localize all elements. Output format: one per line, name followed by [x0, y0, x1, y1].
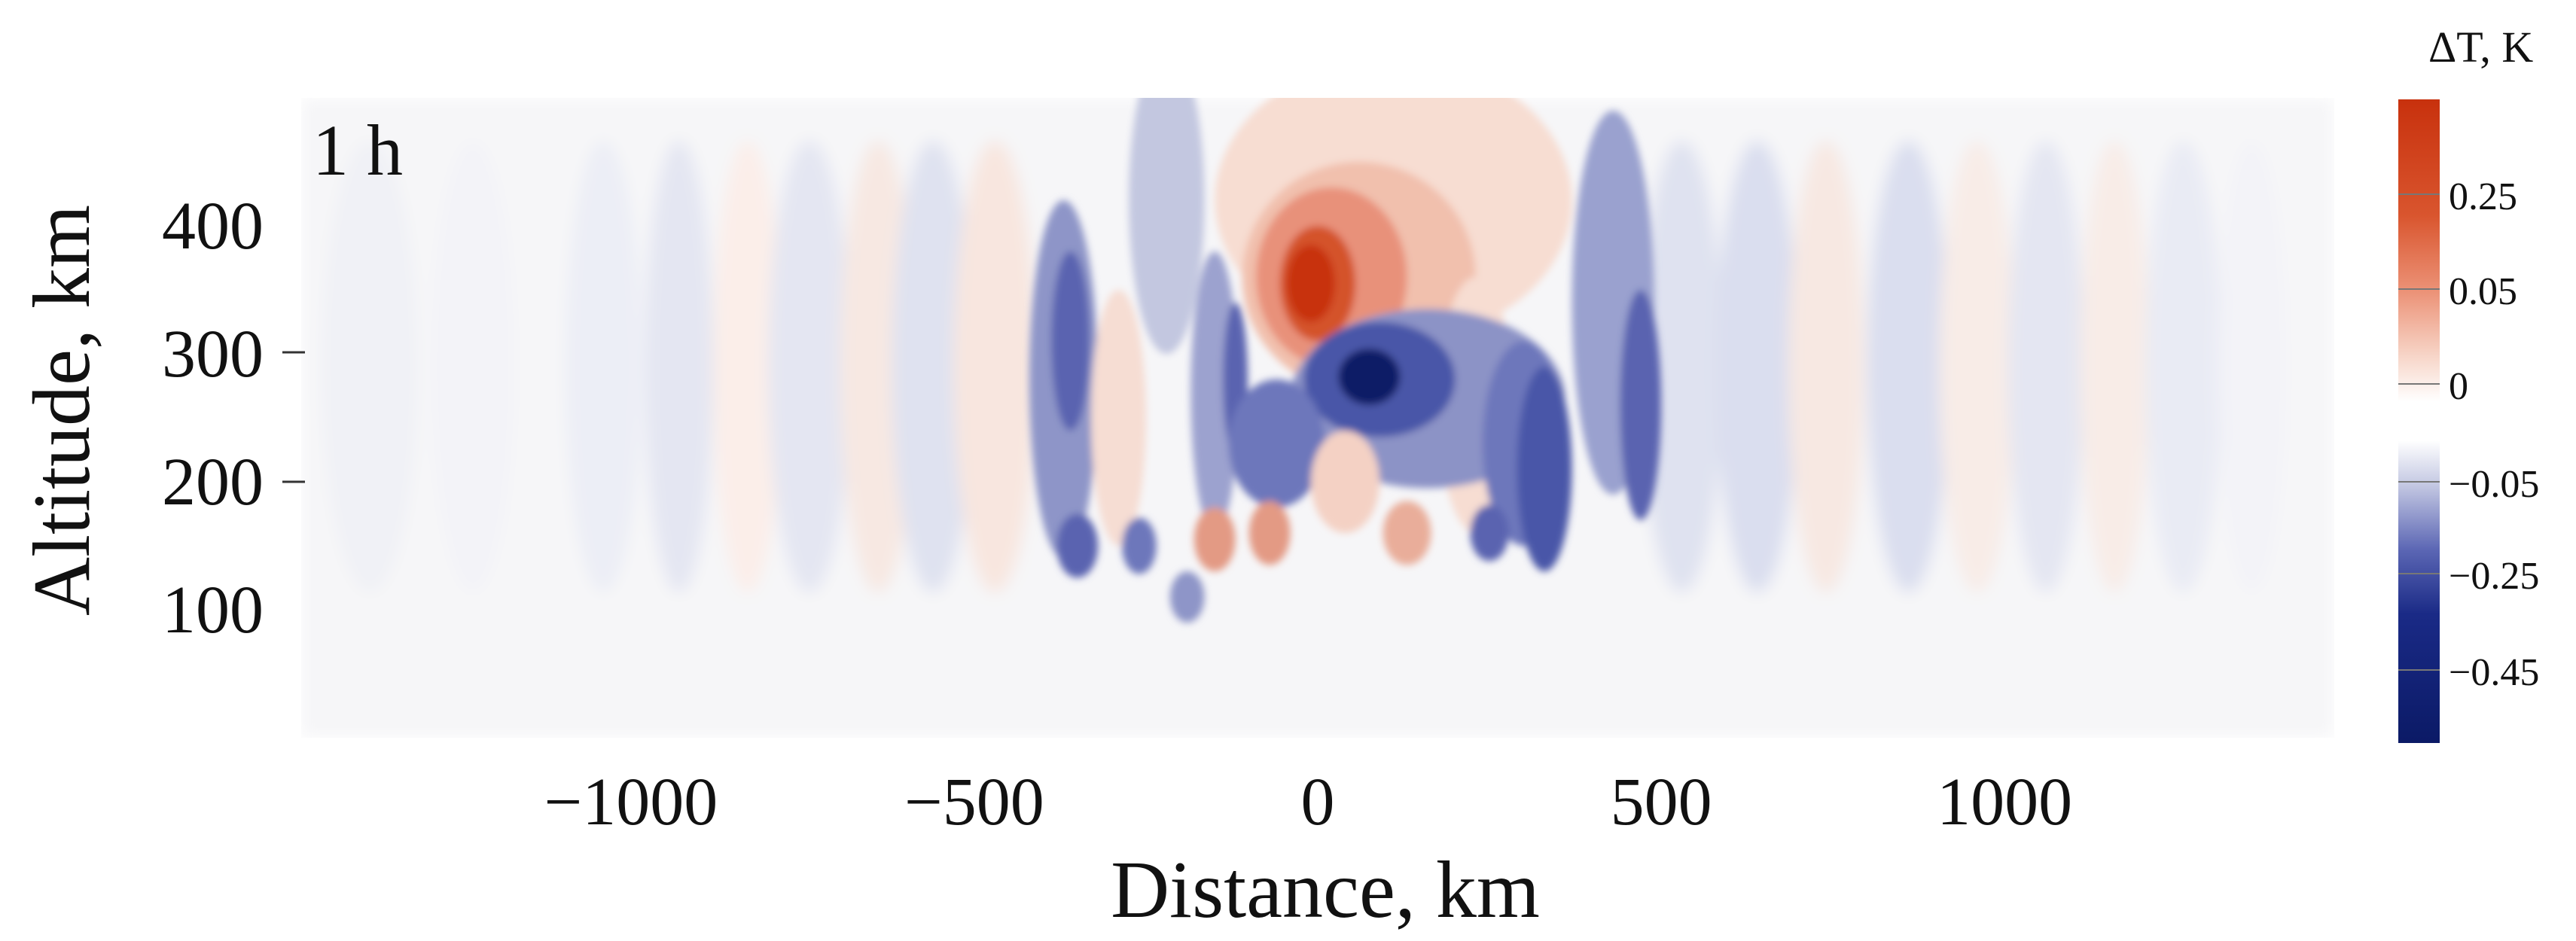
field-contour — [1090, 290, 1146, 546]
field-contour — [1190, 251, 1239, 533]
wave-stripe — [768, 141, 851, 592]
wave-stripe — [1716, 141, 1799, 592]
x-tick-label: 1000 — [1937, 765, 2072, 839]
field-contour — [1286, 245, 1335, 322]
field-contour — [1056, 513, 1099, 578]
x-tick-label: −1000 — [544, 765, 718, 839]
colorbar-tick-label: 0.05 — [2449, 270, 2517, 313]
wave-stripe — [431, 141, 514, 592]
wave-stripe — [322, 141, 419, 592]
field-contour — [1122, 517, 1157, 574]
y-tick-labels: 100 200 300 400 — [162, 189, 264, 647]
wave-stripe — [645, 141, 714, 592]
y-tick-label: 200 — [162, 445, 264, 519]
field-contour — [1228, 379, 1325, 507]
wave-stripe — [2080, 141, 2149, 592]
y-tick-label: 300 — [162, 317, 264, 391]
wave-stripe — [566, 141, 642, 592]
panel-label: 1 h — [312, 110, 403, 190]
wave-stripe — [1640, 141, 1724, 592]
field-contour — [1383, 501, 1431, 565]
field-contour — [1051, 251, 1090, 431]
colorbar-gradient — [2398, 99, 2440, 743]
field-contour — [1248, 501, 1291, 565]
colorbar-tick-label: −0.45 — [2449, 651, 2539, 694]
field-contour — [1129, 98, 1205, 354]
colorbar: ΔT, K 0.25 0.05 0 −0.05 −0.25 −0.45 — [2398, 23, 2539, 743]
wave-stripe — [1788, 141, 1864, 592]
x-tick-label: −500 — [904, 765, 1044, 839]
wave-stripe — [1939, 141, 2015, 592]
colorbar-title: ΔT, K — [2428, 23, 2533, 72]
heatmap-plot-area — [301, 98, 2334, 738]
colorbar-tick-label: 0 — [2449, 365, 2468, 408]
y-axis-title: Altitude, km — [17, 205, 107, 616]
wave-stripe — [1867, 141, 1950, 592]
colorbar-ticks: 0.25 0.05 0 −0.05 −0.25 −0.45 — [2398, 175, 2539, 694]
x-tick-labels: −1000 −500 0 500 1000 — [544, 765, 2072, 839]
field-contour — [1517, 367, 1572, 571]
field-contour — [1620, 290, 1662, 520]
heatmap-cores — [1029, 98, 1662, 623]
wave-stripe — [840, 141, 916, 592]
colorbar-tick-label: −0.05 — [2449, 463, 2539, 506]
x-axis-title: Distance, km — [1111, 845, 1540, 935]
field-contour — [1193, 507, 1236, 571]
x-tick-label: 0 — [1301, 765, 1335, 839]
y-tick-label: 100 — [162, 573, 264, 647]
colorbar-tick-label: 0.25 — [2449, 175, 2517, 218]
field-contour — [1310, 431, 1380, 533]
field-contour — [1169, 571, 1205, 623]
colorbar-tick-label: −0.25 — [2449, 555, 2539, 598]
wave-stripe — [953, 141, 1037, 592]
field-contour — [1338, 349, 1401, 405]
wave-stripe — [2217, 141, 2287, 592]
wave-stripe — [2007, 141, 2084, 592]
axes — [282, 351, 305, 483]
field-contour — [1470, 504, 1509, 562]
wave-stripe — [2145, 141, 2221, 592]
x-tick-label: 500 — [1611, 765, 1712, 839]
wave-stripe — [713, 141, 782, 592]
y-tick-label: 400 — [162, 189, 264, 263]
wave-stripe — [892, 141, 974, 592]
